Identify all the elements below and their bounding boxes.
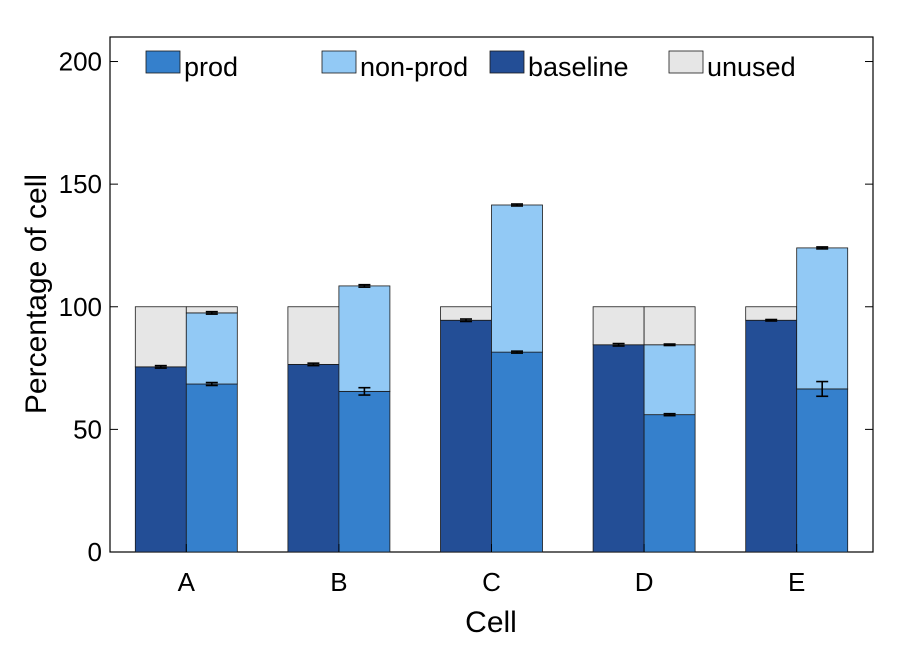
- legend-label: non-prod: [360, 52, 468, 82]
- bar-unused-left: [592, 306, 645, 346]
- x-axis-title: Cell: [465, 606, 517, 639]
- x-tick-label: C: [482, 567, 501, 597]
- x-axis: A B C D E: [178, 544, 805, 597]
- bar-non-prod: [338, 285, 391, 392]
- y-tick-label: 50: [73, 414, 102, 444]
- x-tick-label: B: [330, 567, 347, 597]
- error-bar-prod: [358, 386, 371, 396]
- legend: prod non-prod baseline unused: [145, 50, 796, 82]
- bar-non-prod: [643, 344, 696, 416]
- bar-baseline: [440, 319, 492, 553]
- error-bar-baseline: [460, 318, 472, 323]
- error-bar-baseline: [154, 364, 167, 369]
- error-bar-non-prod: [511, 203, 523, 207]
- legend-swatch: [145, 50, 181, 74]
- bar-non-prod: [185, 312, 238, 385]
- bar-prod: [643, 414, 696, 553]
- y-tick-label: 100: [59, 292, 102, 322]
- x-tick-label: A: [178, 567, 196, 597]
- bar-non-prod: [491, 204, 543, 353]
- bar-prod: [491, 351, 543, 553]
- error-bar-non-prod: [205, 310, 218, 315]
- bar-prod: [185, 383, 238, 553]
- bars-layer: [134, 203, 849, 553]
- bar-baseline: [592, 344, 645, 553]
- legend-label: baseline: [528, 52, 629, 82]
- bar-unused-left: [134, 306, 187, 368]
- bar-prod: [796, 388, 849, 553]
- x-tick-label: D: [635, 567, 654, 597]
- error-bar-baseline: [307, 362, 320, 367]
- error-bar-non-prod: [663, 343, 676, 347]
- bar-prod: [338, 390, 391, 553]
- error-bar-prod: [205, 381, 218, 387]
- error-bar-non-prod: [358, 283, 371, 288]
- bar-baseline: [745, 319, 798, 553]
- bar-unused-left: [287, 306, 340, 365]
- error-bar-prod: [511, 350, 523, 354]
- bar-unused-left: [745, 306, 798, 321]
- y-tick-label: 200: [59, 47, 102, 77]
- error-bar-baseline: [612, 342, 625, 347]
- bar-non-prod: [796, 247, 849, 390]
- bar-unused-right: [643, 306, 696, 346]
- bar-baseline: [287, 363, 340, 553]
- legend-label: unused: [707, 52, 796, 82]
- legend-swatch: [489, 50, 525, 74]
- x-tick-label: E: [788, 567, 805, 597]
- y-axis: 0 50 100 150 200: [59, 47, 873, 567]
- bar-baseline: [134, 366, 187, 553]
- y-tick-label: 0: [88, 537, 102, 567]
- y-axis-title: Percentage of cell: [20, 174, 53, 414]
- error-bar-non-prod: [816, 246, 829, 250]
- y-tick-label: 150: [59, 169, 102, 199]
- error-bar-baseline: [765, 318, 778, 322]
- legend-label: prod: [184, 52, 238, 82]
- legend-swatch: [668, 50, 704, 74]
- error-bar-prod: [816, 380, 829, 398]
- legend-swatch: [321, 50, 357, 74]
- error-bar-prod: [663, 412, 676, 417]
